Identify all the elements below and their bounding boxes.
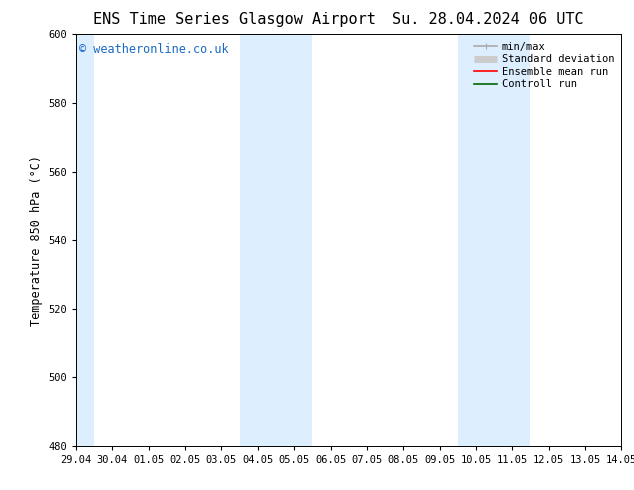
Y-axis label: Temperature 850 hPa (°C): Temperature 850 hPa (°C) xyxy=(30,155,42,325)
Text: © weatheronline.co.uk: © weatheronline.co.uk xyxy=(79,43,228,55)
Bar xyxy=(240,34,313,446)
Legend: min/max, Standard deviation, Ensemble mean run, Controll run: min/max, Standard deviation, Ensemble me… xyxy=(472,40,616,92)
Bar xyxy=(58,34,94,446)
Bar xyxy=(458,34,531,446)
Text: Su. 28.04.2024 06 UTC: Su. 28.04.2024 06 UTC xyxy=(392,12,584,27)
Text: ENS Time Series Glasgow Airport: ENS Time Series Glasgow Airport xyxy=(93,12,376,27)
